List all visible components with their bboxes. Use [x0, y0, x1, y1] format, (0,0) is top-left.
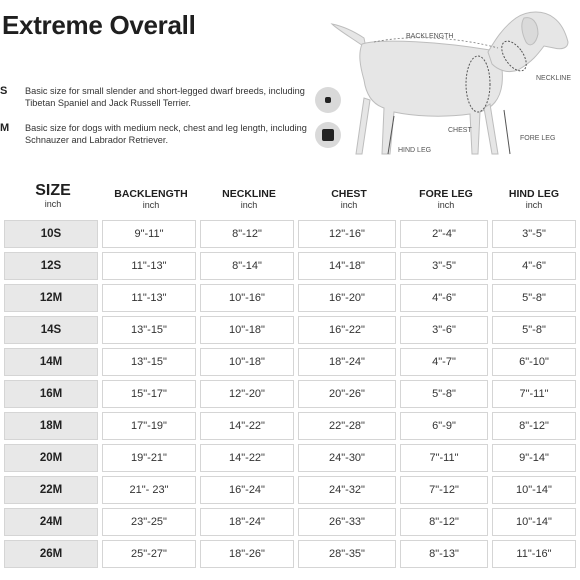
cell-hind-leg: 10"-14" [492, 508, 576, 536]
cell-neckline: 12"-20" [200, 380, 294, 408]
cell-size: 20M [4, 444, 98, 472]
cell-backlength: 21"- 23" [102, 476, 196, 504]
legend-letter: M [0, 122, 10, 134]
cell-size: 26M [4, 540, 98, 568]
cell-chest: 20"-26" [298, 380, 396, 408]
table-row: 24M 23"-25" 18"-24" 26"-33" 8"-12" 10"-14" [4, 508, 576, 536]
cell-size: 18M [4, 412, 98, 440]
cell-backlength: 15"-17" [102, 380, 196, 408]
label-neckline: NECKLINE [536, 75, 571, 82]
cell-size: 24M [4, 508, 98, 536]
cell-size: 12M [4, 284, 98, 312]
legend-description: Basic size for dogs with medium neck, ch… [25, 123, 307, 145]
cell-size: 14M [4, 348, 98, 376]
label-fore-leg: FORE LEG [520, 135, 555, 142]
table-row: 18M 17"-19" 14"-22" 22"-28" 6"-9" 8"-12" [4, 412, 576, 440]
cell-chest: 26"-33" [298, 508, 396, 536]
cell-size: 14S [4, 316, 98, 344]
cell-neckline: 8"-12" [200, 220, 294, 248]
cell-hind-leg: 5"-8" [492, 316, 576, 344]
cell-fore-leg: 8"-12" [400, 508, 488, 536]
cell-chest: 24"-30" [298, 444, 396, 472]
cell-neckline: 8"-14" [200, 252, 294, 280]
cell-hind-leg: 7"-11" [492, 380, 576, 408]
cell-fore-leg: 8"-13" [400, 540, 488, 568]
cell-neckline: 16"-24" [200, 476, 294, 504]
cell-backlength: 13"-15" [102, 316, 196, 344]
cell-chest: 28"-35" [298, 540, 396, 568]
table-row: 26M 25"-27" 18"-26" 28"-35" 8"-13" 11"-16" [4, 540, 576, 568]
label-chest: CHEST [448, 127, 472, 134]
cell-neckline: 10"-18" [200, 348, 294, 376]
cell-hind-leg: 4"-6" [492, 252, 576, 280]
cell-hind-leg: 11"-16" [492, 540, 576, 568]
cell-hind-leg: 6"-10" [492, 348, 576, 376]
label-hind-leg: HIND LEG [398, 147, 431, 154]
cell-fore-leg: 6"-9" [400, 412, 488, 440]
cell-chest: 12"-16" [298, 220, 396, 248]
table-row: 12M 11"-13" 10"-16" 16"-20" 4"-6" 5"-8" [4, 284, 576, 312]
table-row: 20M 19"-21" 14"-22" 24"-30" 7"-11" 9"-14" [4, 444, 576, 472]
cell-backlength: 19"-21" [102, 444, 196, 472]
label-backlength: BACKLENGTH [406, 33, 453, 40]
cell-fore-leg: 2"-4" [400, 220, 488, 248]
cell-hind-leg: 8"-12" [492, 412, 576, 440]
cell-fore-leg: 5"-8" [400, 380, 488, 408]
legend-letter: S [0, 85, 8, 97]
cell-fore-leg: 3"-5" [400, 252, 488, 280]
cell-fore-leg: 7"-12" [400, 476, 488, 504]
cell-chest: 14"-18" [298, 252, 396, 280]
cell-size: 10S [4, 220, 98, 248]
column-header-fore-leg: FORE LEG inch [419, 188, 473, 210]
cell-backlength: 17"-19" [102, 412, 196, 440]
cell-backlength: 23"-25" [102, 508, 196, 536]
table-row: 14S 13"-15" 10"-18" 16"-22" 3"-6" 5"-8" [4, 316, 576, 344]
column-header-backlength: BACKLENGTH inch [114, 188, 188, 210]
cell-fore-leg: 3"-6" [400, 316, 488, 344]
table-row: 14M 13"-15" 10"-18" 18"-24" 4"-7" 6"-10" [4, 348, 576, 376]
cell-size: 12S [4, 252, 98, 280]
page-title: Extreme Overall [2, 10, 196, 40]
cell-backlength: 11"-13" [102, 284, 196, 312]
table-row: 10S 9"-11" 8"-12" 12"-16" 2"-4" 3"-5" [4, 220, 576, 248]
cell-hind-leg: 3"-5" [492, 220, 576, 248]
column-header-hind-leg: HIND LEG inch [508, 188, 560, 210]
cell-fore-leg: 4"-7" [400, 348, 488, 376]
cell-size: 22M [4, 476, 98, 504]
cell-neckline: 14"-22" [200, 412, 294, 440]
cell-hind-leg: 10"-14" [492, 476, 576, 504]
dog-measurement-illustration: BACKLENGTH NECKLINE CHEST FORE LEG HIND … [330, 11, 571, 155]
size-m-badge-icon [315, 122, 341, 148]
cell-hind-leg: 5"-8" [492, 284, 576, 312]
cell-fore-leg: 7"-11" [400, 444, 488, 472]
cell-chest: 24"-32" [298, 476, 396, 504]
cell-chest: 22"-28" [298, 412, 396, 440]
cell-chest: 16"-20" [298, 284, 396, 312]
cell-backlength: 13"-15" [102, 348, 196, 376]
cell-backlength: 11"-13" [102, 252, 196, 280]
cell-backlength: 25"-27" [102, 540, 196, 568]
cell-neckline: 18"-26" [200, 540, 294, 568]
cell-size: 16M [4, 380, 98, 408]
cell-chest: 18"-24" [298, 348, 396, 376]
column-header-size: SIZE inch [35, 182, 71, 209]
column-header-chest: CHEST inch [331, 188, 367, 210]
size-s-badge-icon [315, 87, 341, 113]
cell-hind-leg: 9"-14" [492, 444, 576, 472]
cell-chest: 16"-22" [298, 316, 396, 344]
table-row: 22M 21"- 23" 16"-24" 24"-32" 7"-12" 10"-14" [4, 476, 576, 504]
column-header-neckline: NECKLINE inch [222, 188, 276, 210]
cell-neckline: 10"-16" [200, 284, 294, 312]
cell-backlength: 9"-11" [102, 220, 196, 248]
cell-neckline: 14"-22" [200, 444, 294, 472]
cell-neckline: 18"-24" [200, 508, 294, 536]
table-row: 12S 11"-13" 8"-14" 14"-18" 3"-5" 4"-6" [4, 252, 576, 280]
cell-fore-leg: 4"-6" [400, 284, 488, 312]
table-row: 16M 15"-17" 12"-20" 20"-26" 5"-8" 7"-11" [4, 380, 576, 408]
cell-neckline: 10"-18" [200, 316, 294, 344]
legend-description: Basic size for small slender and short-l… [25, 86, 305, 108]
